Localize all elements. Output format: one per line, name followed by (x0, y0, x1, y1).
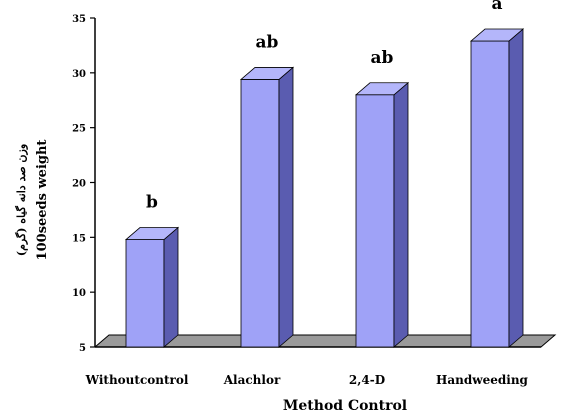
significance-letter: ab (371, 48, 394, 68)
bar-side (278, 66, 294, 348)
bar-top (354, 82, 410, 96)
x-category-label: 2,4-D (349, 373, 385, 387)
bar-top (124, 227, 180, 240)
x-axis-label: Method Control (283, 398, 407, 414)
bar-4 (469, 28, 525, 348)
x-category-label: Withoutcontrol (85, 373, 189, 387)
y-tick-label: 20 (72, 179, 86, 190)
bar-top (469, 28, 525, 42)
bar-side (508, 28, 524, 348)
significance-letter: a (491, 0, 502, 14)
bar-top (239, 67, 295, 80)
bar-front (240, 79, 280, 348)
y-tick-label: 30 (72, 69, 86, 80)
bar-front (355, 94, 395, 348)
bar-2 (239, 66, 295, 348)
bar-1 (124, 226, 180, 348)
y-axis-label: 100seeds weight (35, 140, 50, 261)
y-tick-label: 5 (79, 343, 86, 354)
significance-letter: ab (256, 32, 279, 52)
bar-3 (354, 81, 410, 348)
y-tick-label: 15 (72, 233, 86, 244)
x-category-label: Handweeding (436, 373, 529, 387)
y-tick-label: 10 (72, 288, 86, 299)
bar-front (470, 40, 510, 348)
bar-side (163, 226, 179, 348)
bar-side (393, 81, 409, 348)
x-category-label: Alachlor (223, 373, 281, 387)
significance-letter: b (146, 193, 158, 213)
y-tick-label: 25 (72, 124, 86, 135)
y-axis-label-persian: (وزن صد دانه گیاه (گرم (14, 144, 28, 256)
bar-front (125, 239, 165, 348)
y-tick-label: 35 (72, 14, 86, 25)
